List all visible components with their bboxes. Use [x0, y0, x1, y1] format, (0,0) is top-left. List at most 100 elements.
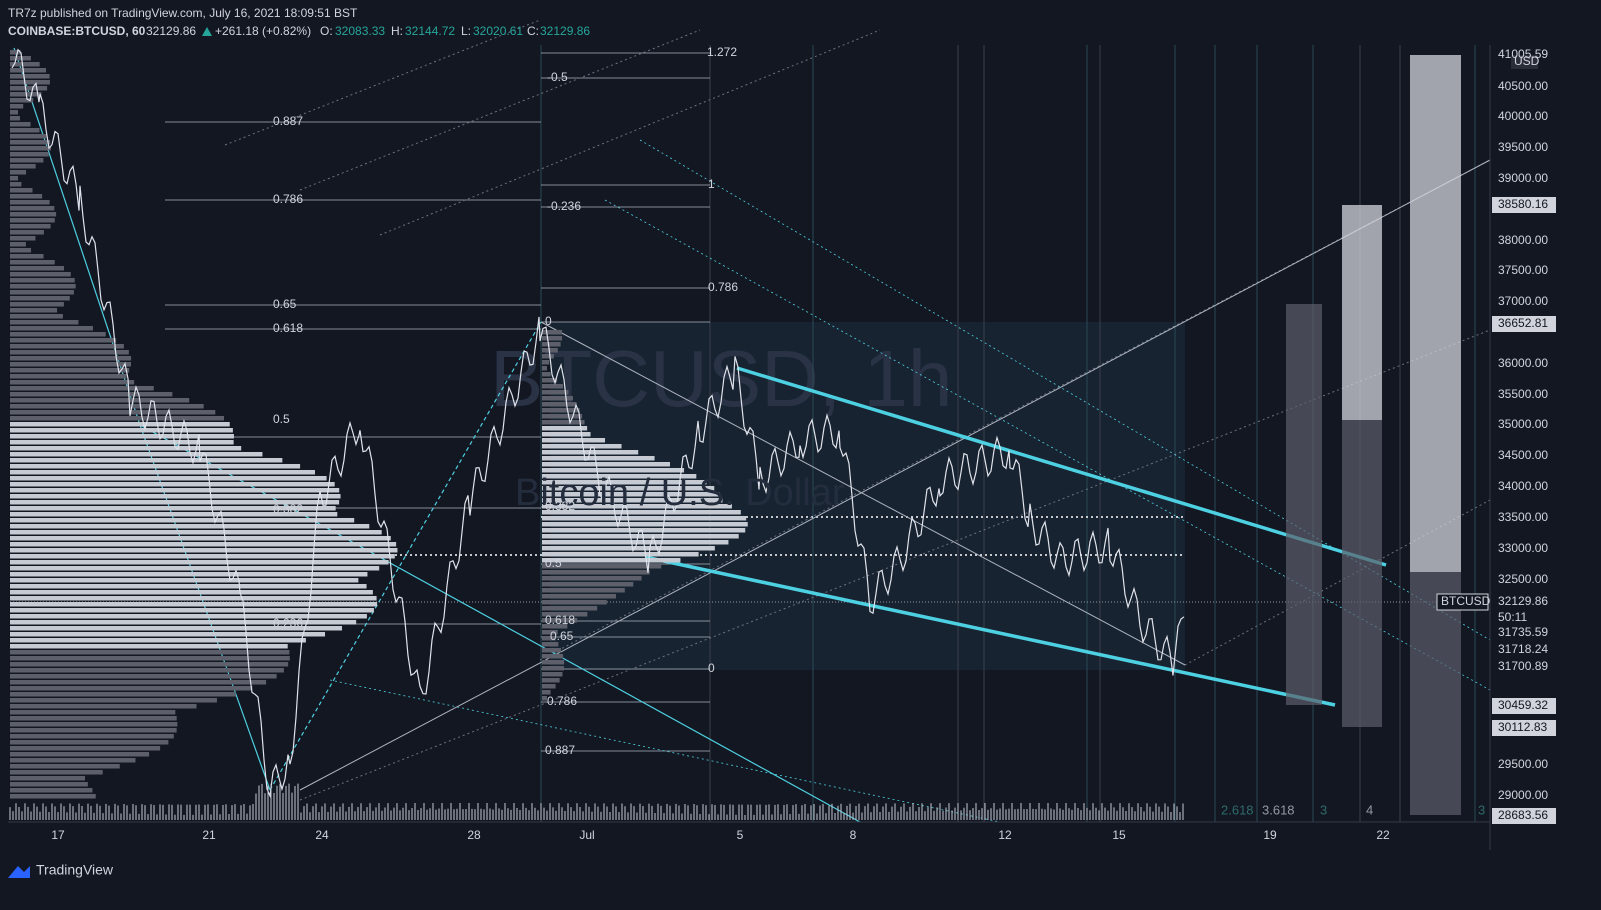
volume-profile [10, 506, 336, 511]
volume-profile [10, 218, 55, 223]
volume-profile [10, 566, 380, 571]
volume-profile [542, 516, 747, 521]
volume-profile [10, 62, 40, 67]
volume-profile [10, 656, 290, 661]
volume-profile [10, 374, 127, 379]
currency-label: USD [1514, 54, 1540, 68]
volume-profile [10, 698, 217, 703]
volume-profile [542, 624, 568, 629]
price-badge-label: 32129.86 [1498, 594, 1548, 608]
volume-profile [10, 332, 106, 337]
volume-profile [542, 630, 558, 635]
volume-profile [10, 86, 48, 91]
volume-profile [10, 554, 395, 559]
volume-profile [10, 272, 71, 277]
price-badge [1492, 808, 1556, 824]
date-label: 17 [51, 828, 65, 842]
date-label: 28 [467, 828, 481, 842]
volume-profile [10, 716, 177, 721]
volume-profile [10, 188, 33, 193]
volume-profile [10, 326, 93, 331]
volume-profile [542, 504, 732, 509]
volume-profile [542, 432, 591, 437]
volume-profile [542, 360, 550, 365]
fib-extension-label: 2.618 [1221, 802, 1254, 817]
fib-label: 0 [545, 314, 552, 328]
volume-profile [542, 420, 585, 425]
volume-profile [542, 534, 739, 539]
volume-profile [542, 378, 558, 383]
close-label: C: [527, 24, 539, 38]
volume-profile [542, 474, 697, 479]
volume-profile [10, 410, 216, 415]
volume-profile [10, 548, 398, 553]
fib-label: 0.382 [273, 502, 303, 516]
volume-profile [542, 558, 681, 563]
volume-profile [10, 584, 367, 589]
trend-line [224, 19, 541, 146]
fib-label: -0.236 [547, 199, 581, 213]
symbol: COINBASE:BTCUSD, 60 [8, 24, 146, 38]
projection-box [1410, 572, 1461, 815]
volume-profile [10, 536, 391, 541]
volume-profile [10, 320, 79, 325]
volume-profile [10, 482, 335, 487]
price-label: 39000.00 [1498, 171, 1548, 185]
volume-profile [542, 396, 573, 401]
volume-profile [10, 308, 58, 313]
volume-profile [10, 200, 50, 205]
volume-profile [10, 344, 124, 349]
price-label: 37500.00 [1498, 263, 1548, 277]
volume-profile [10, 74, 50, 79]
trend-line [299, 29, 701, 191]
volume-profile [10, 674, 277, 679]
date-label: 15 [1112, 828, 1126, 842]
up-arrow [202, 27, 212, 36]
volume-profile [542, 342, 561, 347]
drawing-line [269, 321, 542, 791]
volume-profile [10, 170, 27, 175]
volume-profile [10, 212, 57, 217]
price-label: 40000.00 [1498, 109, 1548, 123]
volume-profile [10, 68, 47, 73]
volume-profile [542, 672, 563, 677]
volume-profile [542, 456, 655, 461]
volume-profile [542, 462, 670, 467]
trend-line [299, 159, 1491, 791]
date-label: Jul [579, 828, 594, 842]
volume-profile [10, 728, 177, 733]
volume-profile [10, 224, 51, 229]
volume-profile [10, 140, 51, 145]
volume-profile [10, 650, 290, 655]
projection-box [1410, 55, 1461, 572]
price-badge [1492, 698, 1556, 714]
price-label: 38000.00 [1498, 233, 1548, 247]
projection-box [1286, 304, 1322, 705]
volume-profile [542, 564, 662, 569]
price-label: 34000.00 [1498, 479, 1548, 493]
price-badge-label: 50:11 [1498, 610, 1527, 624]
volume-profile [10, 500, 340, 505]
price-label: 35500.00 [1498, 387, 1548, 401]
watermark-subtitle: Bitcoin / U.S. Dollar [515, 472, 845, 514]
volume-profile [10, 470, 315, 475]
volume-profile [10, 242, 26, 247]
channel-line [644, 555, 1336, 707]
volume-profile [542, 654, 564, 659]
volume-profile [542, 546, 715, 551]
date-label: 21 [202, 828, 216, 842]
volume-profile [542, 636, 556, 641]
volume-profile [10, 80, 50, 85]
volume-profile [10, 572, 368, 577]
volume-profile [10, 476, 327, 481]
volume-profile [10, 692, 236, 697]
volume-profile [10, 590, 373, 595]
price-badge-label: 31700.89 [1498, 659, 1548, 673]
volume-profile [10, 182, 22, 187]
volume-profile [10, 98, 34, 103]
volume-profile [10, 314, 63, 319]
volume-profile [10, 128, 40, 133]
volume-profile [10, 758, 136, 763]
volume-profile [542, 414, 583, 419]
volume-profile [10, 50, 21, 55]
